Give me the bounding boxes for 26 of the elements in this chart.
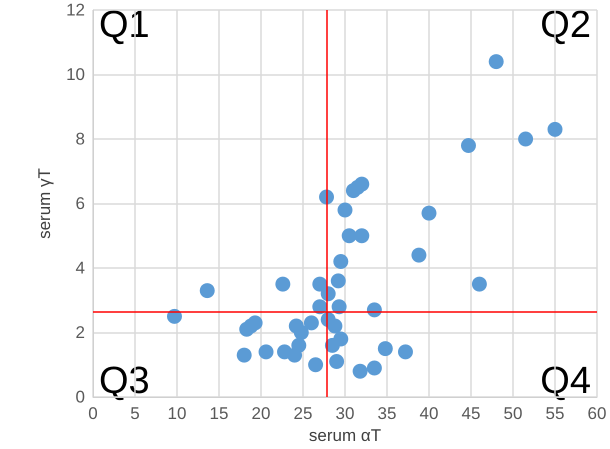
y-axis-title: serum γT [35, 168, 54, 239]
y-tick-label: 0 [76, 388, 85, 406]
y-tick-label: 2 [76, 323, 85, 342]
x-tick-label: 30 [336, 404, 354, 423]
annotation: Q2 [540, 4, 592, 46]
x-tick-label: 5 [130, 404, 140, 423]
x-axis-title: serum αT [308, 426, 382, 445]
x-tick-label: 10 [168, 404, 186, 423]
y-tick-label: 12 [66, 0, 85, 20]
x-tick-label: 0 [88, 404, 98, 423]
annotation: Q1 [99, 4, 150, 46]
x-tick-label: 15 [210, 404, 228, 423]
x-tick-label: 35 [378, 404, 396, 423]
y-tick-label: 10 [66, 65, 85, 84]
x-tick-label: 25 [294, 404, 312, 423]
y-tick-label: 4 [76, 258, 85, 278]
x-tick-label: 45 [462, 404, 480, 423]
y-tick-label: 6 [76, 194, 85, 213]
annotation: Q4 [540, 360, 592, 402]
x-tick-label: 60 [588, 404, 606, 423]
y-tick-label: 8 [76, 130, 85, 148]
x-tick-label: 20 [252, 404, 270, 423]
x-tick-label: 40 [420, 404, 438, 423]
annotation: Q3 [99, 360, 150, 402]
x-tick-label: 50 [504, 404, 522, 423]
x-tick-label: 55 [546, 404, 564, 423]
